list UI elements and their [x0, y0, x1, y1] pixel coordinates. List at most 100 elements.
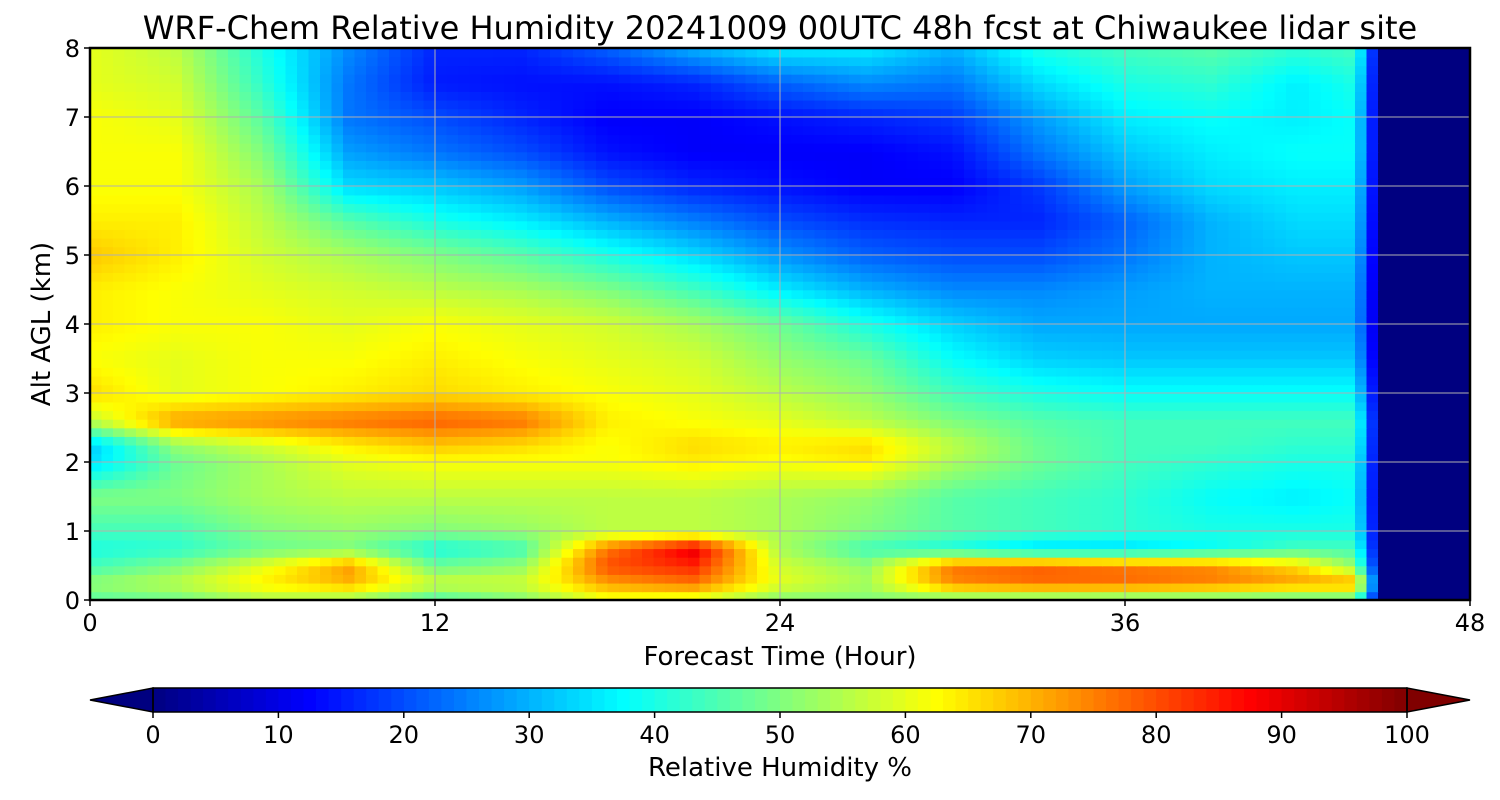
- heatmap-cell: [1010, 280, 1023, 291]
- heatmap-cell: [722, 358, 735, 368]
- heatmap-cell: [170, 393, 183, 403]
- heatmap-cell: [216, 263, 229, 274]
- heatmap-cell: [780, 418, 793, 429]
- heatmap-cell: [849, 591, 862, 600]
- heatmap-cell: [1010, 272, 1023, 282]
- heatmap-cell: [918, 591, 931, 600]
- heatmap-cell: [170, 410, 183, 420]
- heatmap-cell: [1389, 565, 1402, 575]
- heatmap-cell: [1171, 582, 1184, 593]
- heatmap-cell: [216, 280, 229, 291]
- heatmap-cell: [975, 375, 988, 386]
- heatmap-cell: [630, 375, 643, 386]
- heatmap-cell: [1366, 263, 1379, 274]
- heatmap-cell: [849, 548, 862, 558]
- heatmap-cell: [676, 548, 689, 558]
- heatmap-cell: [711, 453, 724, 463]
- heatmap-cell: [205, 289, 218, 299]
- heatmap-cell: [515, 289, 528, 299]
- heatmap-cell: [239, 263, 252, 274]
- heatmap-cell: [596, 487, 609, 498]
- heatmap-cell: [469, 453, 482, 463]
- heatmap-cell: [860, 496, 873, 506]
- heatmap-cell: [90, 401, 103, 412]
- heatmap-cell: [101, 324, 114, 334]
- heatmap-cell: [665, 358, 678, 368]
- heatmap-cell: [239, 487, 252, 498]
- heatmap-cell: [343, 574, 356, 584]
- heatmap-cell: [699, 332, 712, 343]
- heatmap-cell: [1274, 556, 1287, 567]
- heatmap-cell: [895, 280, 908, 291]
- heatmap-cell: [389, 384, 402, 394]
- heatmap-cell: [941, 237, 954, 248]
- heatmap-cell: [1355, 453, 1368, 463]
- heatmap-cell: [596, 289, 609, 299]
- heatmap-cell: [458, 436, 471, 446]
- heatmap-cell: [561, 375, 574, 386]
- heatmap-cell: [193, 375, 206, 386]
- heatmap-cell: [1159, 470, 1172, 481]
- heatmap-cell: [1458, 401, 1470, 412]
- heatmap-cell: [170, 367, 183, 377]
- heatmap-cell: [251, 280, 264, 291]
- heatmap-cell: [550, 306, 563, 317]
- heatmap-cell: [711, 401, 724, 412]
- heatmap-cell: [653, 324, 666, 334]
- heatmap-cell: [791, 315, 804, 325]
- heatmap-cell: [446, 513, 459, 524]
- heatmap-cell: [515, 237, 528, 248]
- heatmap-cell: [527, 255, 540, 265]
- heatmap-cell: [780, 582, 793, 593]
- heatmap-cell: [331, 324, 344, 334]
- heatmap-cell: [895, 332, 908, 343]
- heatmap-cell: [538, 289, 551, 299]
- heatmap-cell: [1194, 531, 1207, 541]
- heatmap-cell: [964, 453, 977, 463]
- heatmap-cell: [366, 341, 379, 351]
- heatmap-cell: [619, 375, 632, 386]
- heatmap-cell: [1435, 539, 1448, 550]
- heatmap-cell: [849, 513, 862, 524]
- heatmap-cell: [1113, 280, 1126, 291]
- heatmap-cell: [1056, 255, 1069, 265]
- heatmap-cell: [780, 505, 793, 515]
- heatmap-cell: [630, 324, 643, 334]
- heatmap-cell: [1286, 341, 1299, 351]
- heatmap-cell: [676, 444, 689, 455]
- heatmap-cell: [504, 427, 517, 437]
- heatmap-cell: [469, 237, 482, 248]
- heatmap-cell: [998, 444, 1011, 455]
- heatmap-cell: [515, 393, 528, 403]
- heatmap-cell: [734, 556, 747, 567]
- heatmap-cell: [803, 444, 816, 455]
- heatmap-cell: [1079, 272, 1092, 282]
- heatmap-cell: [1297, 470, 1310, 481]
- heatmap-cell: [515, 306, 528, 317]
- heatmap-cell: [354, 548, 367, 558]
- heatmap-cell: [1366, 298, 1379, 308]
- heatmap-cell: [331, 496, 344, 506]
- heatmap-cell: [228, 375, 241, 386]
- heatmap-cell: [1263, 444, 1276, 455]
- heatmap-cell: [1079, 367, 1092, 377]
- heatmap-cell: [1355, 436, 1368, 446]
- heatmap-cell: [136, 280, 149, 291]
- heatmap-cell: [458, 513, 471, 524]
- heatmap-cell: [883, 246, 896, 256]
- heatmap-cell: [320, 255, 333, 265]
- heatmap-cell: [630, 255, 643, 265]
- heatmap-cell: [653, 548, 666, 558]
- heatmap-cell: [791, 479, 804, 489]
- heatmap-cell: [837, 332, 850, 343]
- heatmap-cell: [975, 522, 988, 532]
- heatmap-cell: [308, 255, 321, 265]
- heatmap-cell: [952, 556, 965, 567]
- heatmap-cell: [1090, 375, 1103, 386]
- heatmap-cell: [734, 332, 747, 343]
- heatmap-cell: [1332, 384, 1345, 394]
- heatmap-cell: [1274, 358, 1287, 368]
- heatmap-cell: [642, 513, 655, 524]
- heatmap-cell: [1079, 462, 1092, 472]
- heatmap-cell: [435, 565, 448, 575]
